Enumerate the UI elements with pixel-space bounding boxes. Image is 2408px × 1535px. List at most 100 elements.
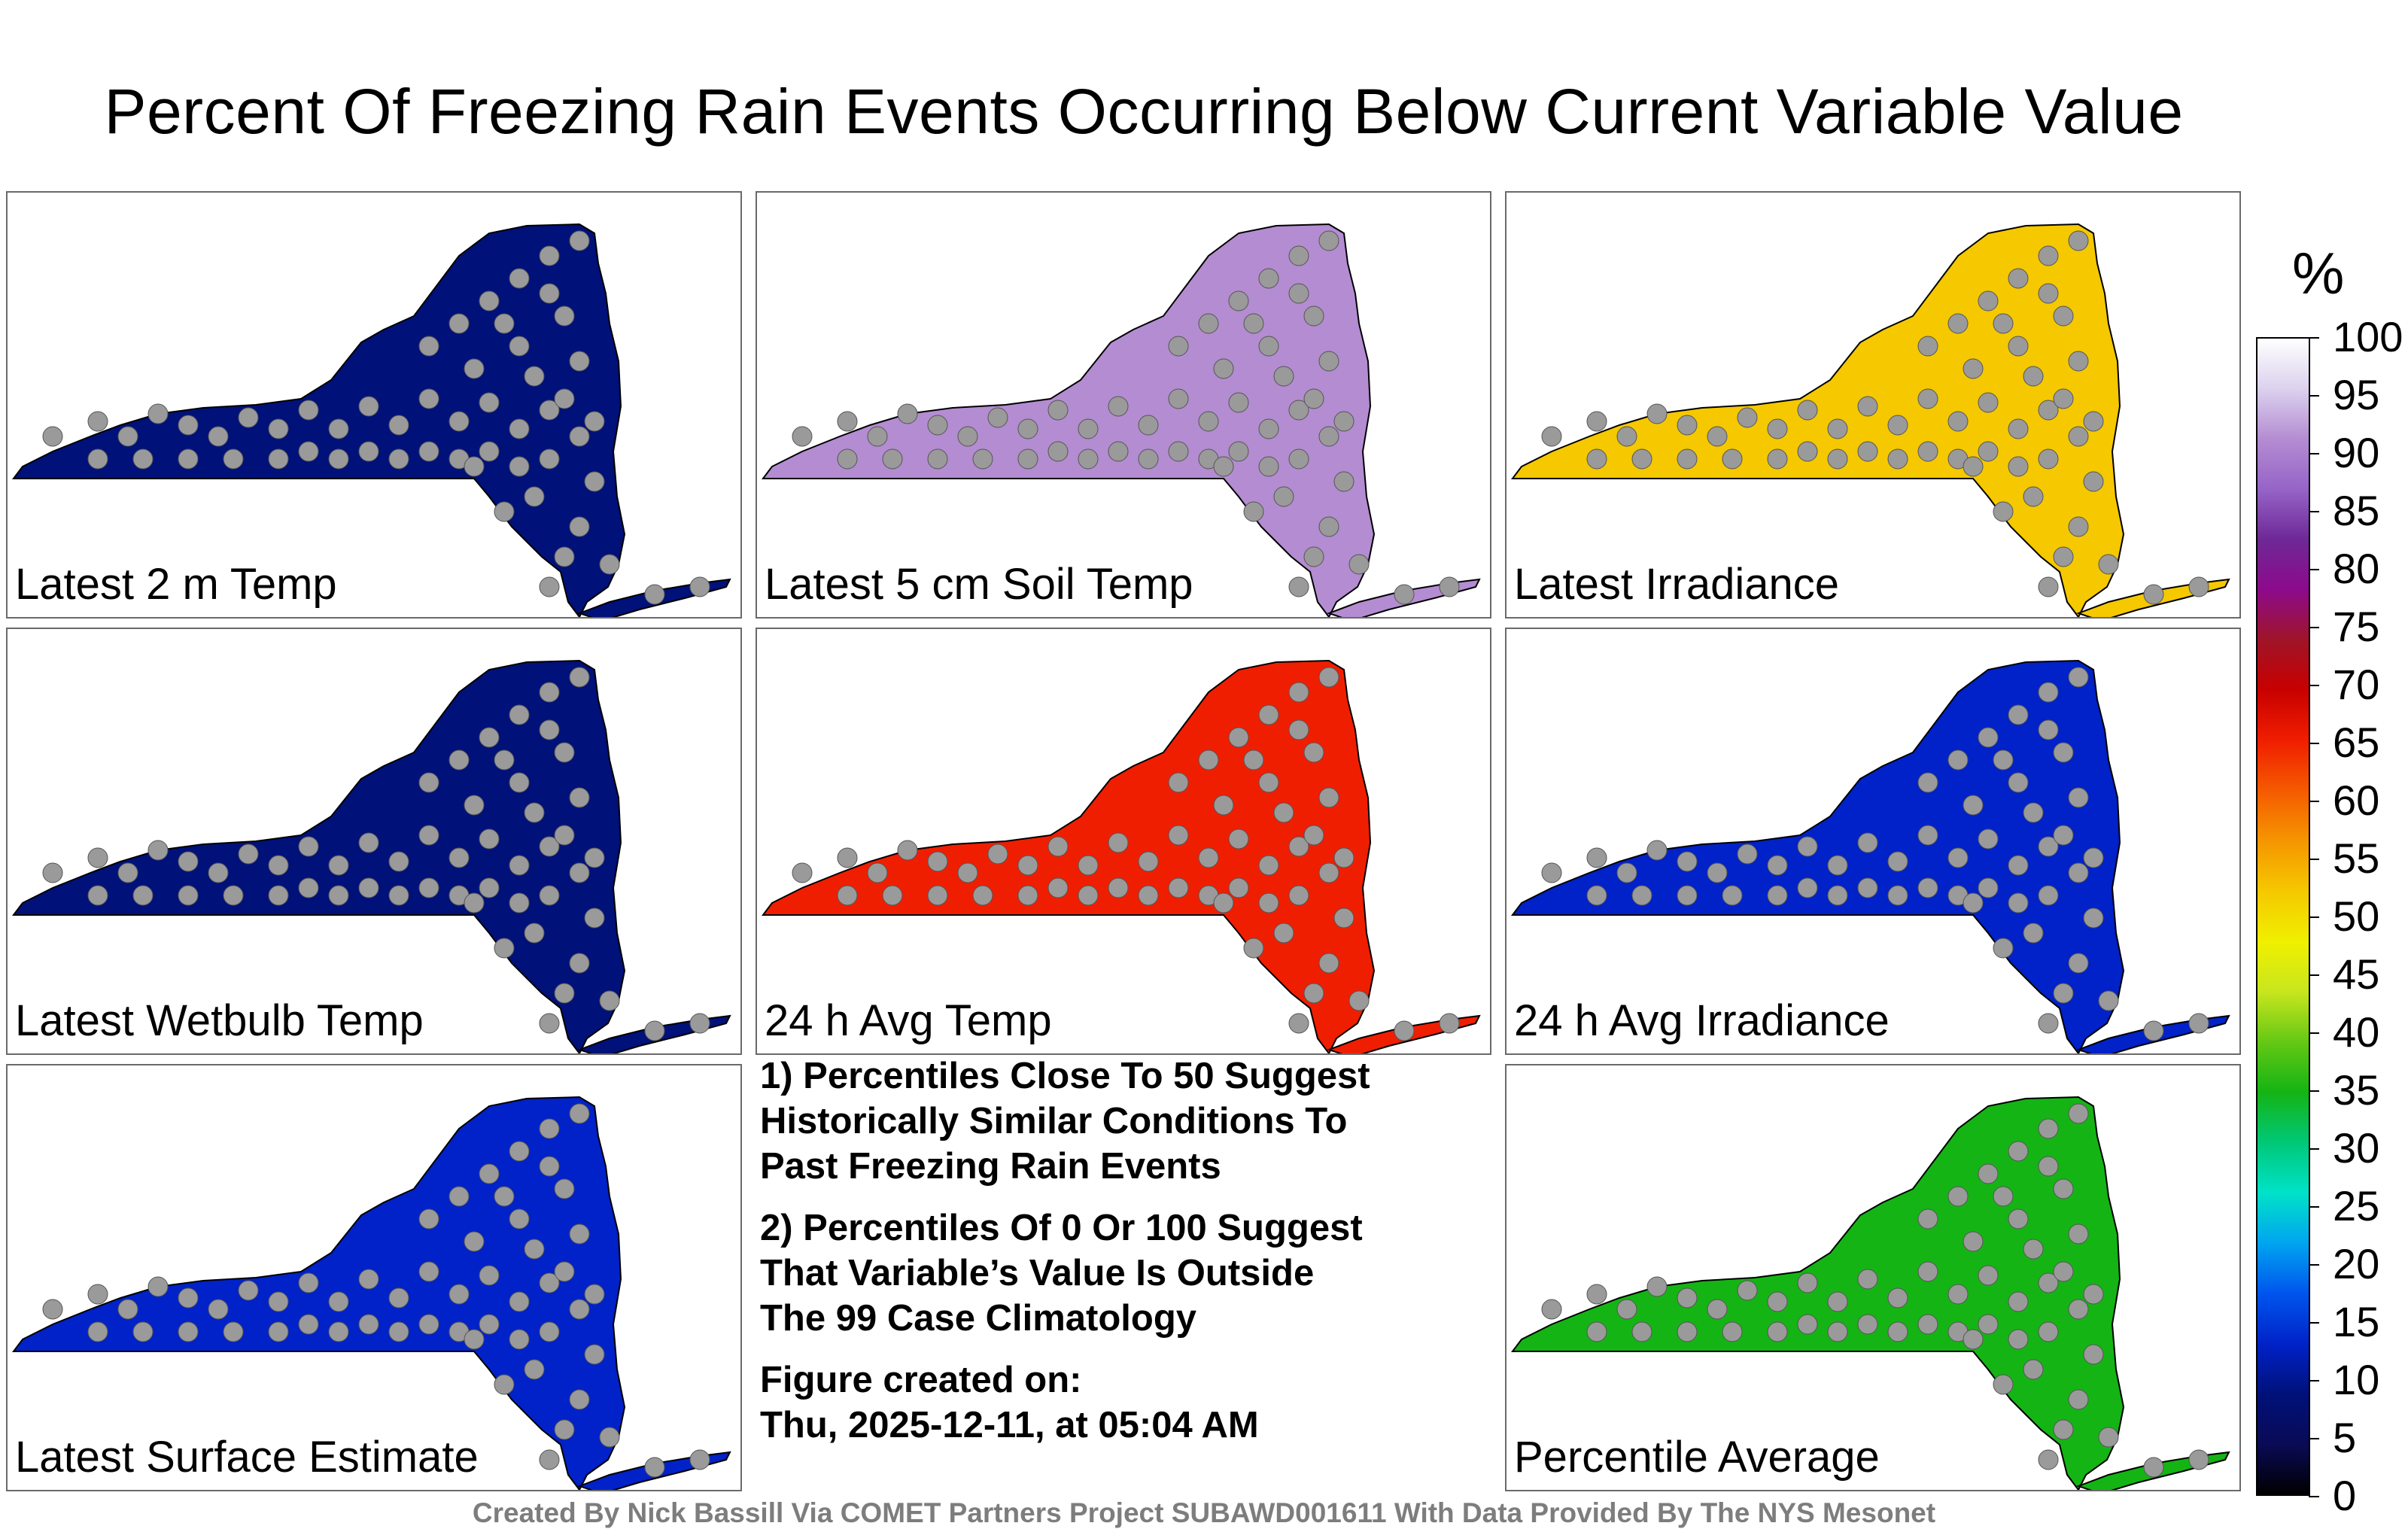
station-marker xyxy=(1243,313,1264,334)
colorbar-tick-label: 5 xyxy=(2333,1414,2357,1461)
station-marker xyxy=(1827,1321,1848,1342)
station-marker xyxy=(1947,411,1969,432)
station-marker xyxy=(509,772,530,793)
station-marker xyxy=(2098,1427,2119,1448)
station-marker xyxy=(1303,742,1324,763)
station-marker xyxy=(388,1321,409,1342)
station-marker xyxy=(509,1208,530,1230)
station-marker xyxy=(1963,892,1984,913)
colorbar-tick-mark xyxy=(2309,685,2319,686)
station-marker xyxy=(1258,704,1279,725)
station-marker xyxy=(1827,448,1848,470)
station-marker xyxy=(268,448,289,470)
station-marker xyxy=(897,840,918,861)
state-outline xyxy=(1511,659,2125,1053)
station-marker xyxy=(1797,836,1818,857)
station-marker xyxy=(1677,1287,1698,1309)
station-marker xyxy=(1258,855,1279,876)
station-marker xyxy=(1993,938,2014,959)
colorbar-tick-label: 20 xyxy=(2333,1240,2380,1287)
station-marker xyxy=(1213,456,1234,477)
station-marker xyxy=(1857,441,1878,462)
station-marker xyxy=(1198,313,1219,334)
station-marker xyxy=(1586,847,1607,868)
station-marker xyxy=(1707,862,1728,883)
station-marker xyxy=(2038,576,2059,597)
station-marker xyxy=(2038,448,2059,470)
station-marker xyxy=(1646,1276,1668,1297)
station-marker xyxy=(1677,885,1698,906)
station-marker xyxy=(388,1287,409,1309)
station-marker xyxy=(1586,1321,1607,1342)
station-marker xyxy=(494,313,515,334)
station-marker xyxy=(418,877,439,898)
colorbar-tick-mark xyxy=(2309,1032,2319,1034)
station-marker xyxy=(509,1291,530,1312)
colorbar-tick-mark xyxy=(2309,1264,2319,1266)
station-marker xyxy=(1887,1287,1908,1309)
station-marker xyxy=(2038,885,2059,906)
panel-label: Latest Irradiance xyxy=(1514,560,1840,609)
station-marker xyxy=(584,411,605,432)
station-marker xyxy=(1541,426,1562,447)
station-marker xyxy=(2083,1284,2104,1305)
station-marker xyxy=(2053,388,2074,409)
colorbar-unit: % xyxy=(2292,240,2345,306)
panel-label: 24 h Avg Temp xyxy=(765,996,1052,1045)
station-marker xyxy=(1168,772,1189,793)
station-marker xyxy=(1288,682,1309,703)
station-marker xyxy=(1078,418,1099,439)
station-marker xyxy=(1168,441,1189,462)
station-marker xyxy=(554,388,575,409)
station-marker xyxy=(539,1013,560,1034)
station-marker xyxy=(1288,885,1309,906)
station-marker xyxy=(2038,1013,2059,1034)
station-marker xyxy=(539,682,560,703)
station-marker xyxy=(1258,336,1279,357)
station-marker xyxy=(554,305,575,327)
station-marker xyxy=(1887,415,1908,436)
station-marker xyxy=(388,851,409,872)
station-marker xyxy=(117,1299,138,1320)
station-marker xyxy=(1947,1186,1969,1207)
station-marker xyxy=(464,892,485,913)
station-marker xyxy=(1439,576,1460,597)
station-marker xyxy=(524,923,545,944)
station-marker xyxy=(1047,877,1069,898)
station-marker xyxy=(87,448,108,470)
station-marker xyxy=(1138,851,1159,872)
station-marker xyxy=(2038,1321,2059,1342)
station-marker xyxy=(554,742,575,763)
station-marker xyxy=(178,851,199,872)
station-marker xyxy=(2053,825,2074,846)
station-marker xyxy=(644,1020,665,1041)
state-outline xyxy=(12,1096,626,1490)
station-marker xyxy=(1228,727,1249,748)
station-marker xyxy=(448,847,470,868)
note-3: Figure created on: Thu, 2025-12-11, at 0… xyxy=(760,1360,1259,1445)
station-marker xyxy=(1017,885,1038,906)
station-marker xyxy=(1857,1314,1878,1335)
station-marker xyxy=(448,749,470,771)
station-marker xyxy=(1978,727,1999,748)
station-marker xyxy=(223,885,244,906)
station-marker xyxy=(584,1284,605,1305)
station-marker xyxy=(1288,1013,1309,1034)
station-marker xyxy=(178,448,199,470)
station-marker xyxy=(2008,892,2029,913)
station-marker xyxy=(957,862,978,883)
colorbar-tick-label: 15 xyxy=(2333,1298,2380,1345)
colorbar-tick-mark xyxy=(2309,395,2319,397)
station-marker xyxy=(132,448,154,470)
station-marker xyxy=(524,802,545,823)
station-marker xyxy=(882,885,903,906)
station-marker xyxy=(1108,441,1129,462)
station-marker xyxy=(1288,400,1309,421)
station-marker xyxy=(1887,448,1908,470)
station-marker xyxy=(238,843,259,865)
station-marker xyxy=(2038,1272,2059,1293)
station-marker xyxy=(1348,554,1370,575)
station-marker xyxy=(569,1223,590,1245)
station-marker xyxy=(2053,546,2074,567)
station-marker xyxy=(1108,832,1129,853)
